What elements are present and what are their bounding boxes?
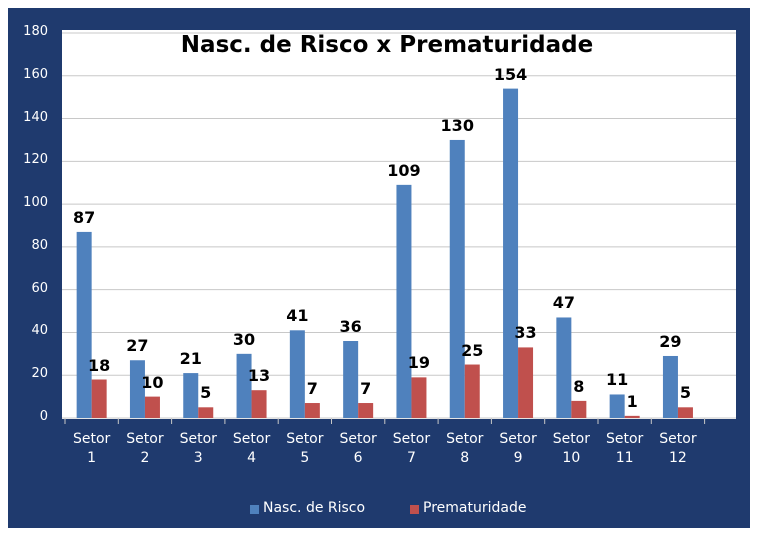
x-tick-label: Setor 3 [179,431,217,466]
bar [677,407,693,418]
data-label: 1 [626,391,638,411]
data-label: 5 [679,383,691,403]
data-label: 154 [493,64,528,84]
legend-label: Nasc. de Risco [263,500,366,516]
data-label: 33 [514,323,537,343]
y-tick-label: 60 [31,280,48,296]
x-tick-label: Setor 1 [72,431,111,466]
data-label: 130 [440,115,474,135]
x-tick-label: Setor 6 [339,431,377,466]
legend-label: Prematuridade [423,500,527,516]
bar [518,347,534,418]
data-label: 87 [73,207,96,227]
x-tick-label: Setor 10 [552,431,590,466]
chart-title: Nasc. de Risco x Prematuridade [180,32,594,58]
bar [289,330,305,418]
data-label: 13 [247,366,271,386]
y-tick-label: 0 [39,409,48,424]
data-label: 7 [306,379,318,399]
x-tick-label: Setor 2 [126,431,164,466]
legend-swatch [410,505,419,514]
y-tick-label: 140 [23,109,48,125]
data-label: 7 [360,379,372,399]
bar [411,377,427,418]
bar [76,231,92,418]
y-tick-label: 20 [31,366,48,382]
bar [343,341,359,418]
x-tick-label: Setor 12 [659,431,697,466]
bar [183,373,199,418]
y-tick-label: 180 [23,24,48,39]
bar [503,88,519,418]
bar [236,353,252,418]
data-label: 8 [573,376,585,396]
bar [91,379,107,418]
data-label: 29 [659,331,682,351]
data-label: 41 [286,306,309,326]
bar [129,360,145,418]
x-tick-label: Setor 11 [605,431,644,466]
bar [609,394,625,418]
bar [144,396,160,418]
data-label: 5 [200,383,212,403]
x-tick-label: Setor 9 [499,431,537,466]
bar [449,139,465,418]
bar [464,364,480,418]
y-tick-label: 120 [23,152,48,168]
data-label: 19 [407,353,431,373]
x-tick-label: Setor 8 [446,431,484,466]
x-tick-label: Setor 7 [392,431,431,466]
x-tick-label: Setor 5 [286,431,324,466]
bar [251,390,267,418]
bar [304,403,320,418]
data-label: 47 [552,293,575,313]
bar [358,403,374,418]
y-tick-label: 40 [31,323,48,339]
bar [396,184,412,418]
legend-swatch [250,505,259,514]
data-label: 109 [387,160,421,180]
bar [571,400,587,418]
data-label: 36 [339,317,362,336]
bar [624,415,640,418]
bar [662,355,678,418]
data-label: 27 [126,336,149,356]
y-tick-label: 100 [23,195,48,211]
data-label: 10 [141,372,164,392]
y-tick-label: 160 [23,66,48,82]
y-tick-label: 80 [31,237,48,253]
bar [556,317,572,418]
data-label: 21 [179,349,202,369]
data-label: 30 [232,329,256,349]
bar [198,407,214,418]
data-label: 25 [461,340,484,360]
data-label: 11 [606,370,629,390]
x-tick-label: Setor 4 [232,431,271,466]
data-label: 18 [88,355,111,375]
